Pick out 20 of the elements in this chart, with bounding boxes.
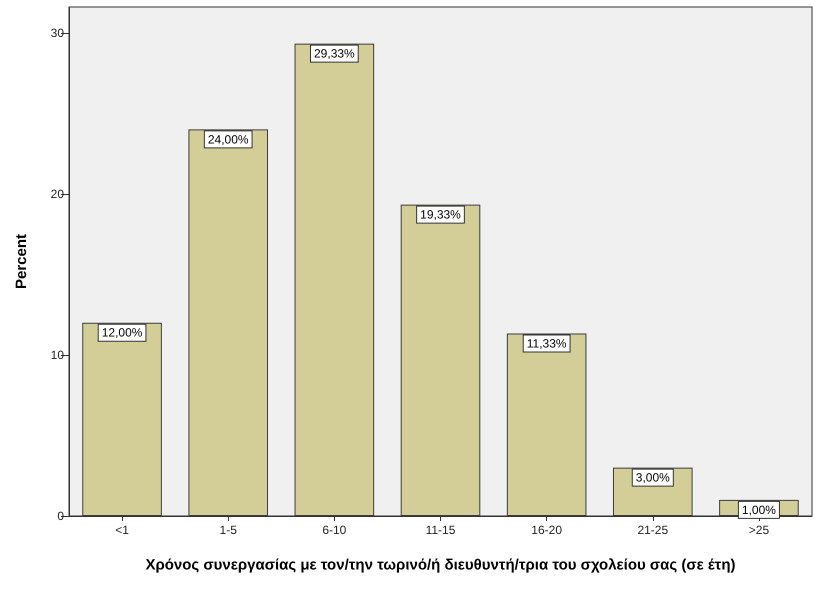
x-tick-label: 16-20 — [531, 523, 562, 537]
y-tick-label: 0 — [57, 509, 64, 523]
data-label: 19,33% — [420, 208, 462, 222]
data-label: 24,00% — [208, 132, 249, 146]
data-label: 3,00% — [636, 470, 670, 485]
y-tick-label: 20 — [50, 186, 64, 201]
data-label: 29,33% — [314, 46, 356, 61]
y-tick-label: 10 — [50, 348, 64, 362]
x-tick-label: 11-15 — [426, 523, 456, 537]
x-tick-label: <1 — [115, 523, 130, 537]
y-axis-title: Percent — [13, 234, 30, 290]
data-label: 11,33% — [526, 336, 567, 350]
data-label: 1,00% — [742, 502, 776, 517]
data-label: 12,00% — [102, 326, 143, 340]
x-tick-label: 6-10 — [322, 523, 347, 537]
y-tick-label: 30 — [50, 26, 64, 40]
x-axis-title: Χρόνος συνεργασίας με τον/την τωρινό/ή διευθυντή/τρια του σχολείου σας (σε έτη) — [145, 556, 736, 574]
x-tick-label: 1-5 — [220, 523, 238, 537]
x-tick-label: 21-25 — [637, 523, 668, 537]
x-tick-label: >25 — [748, 523, 770, 537]
